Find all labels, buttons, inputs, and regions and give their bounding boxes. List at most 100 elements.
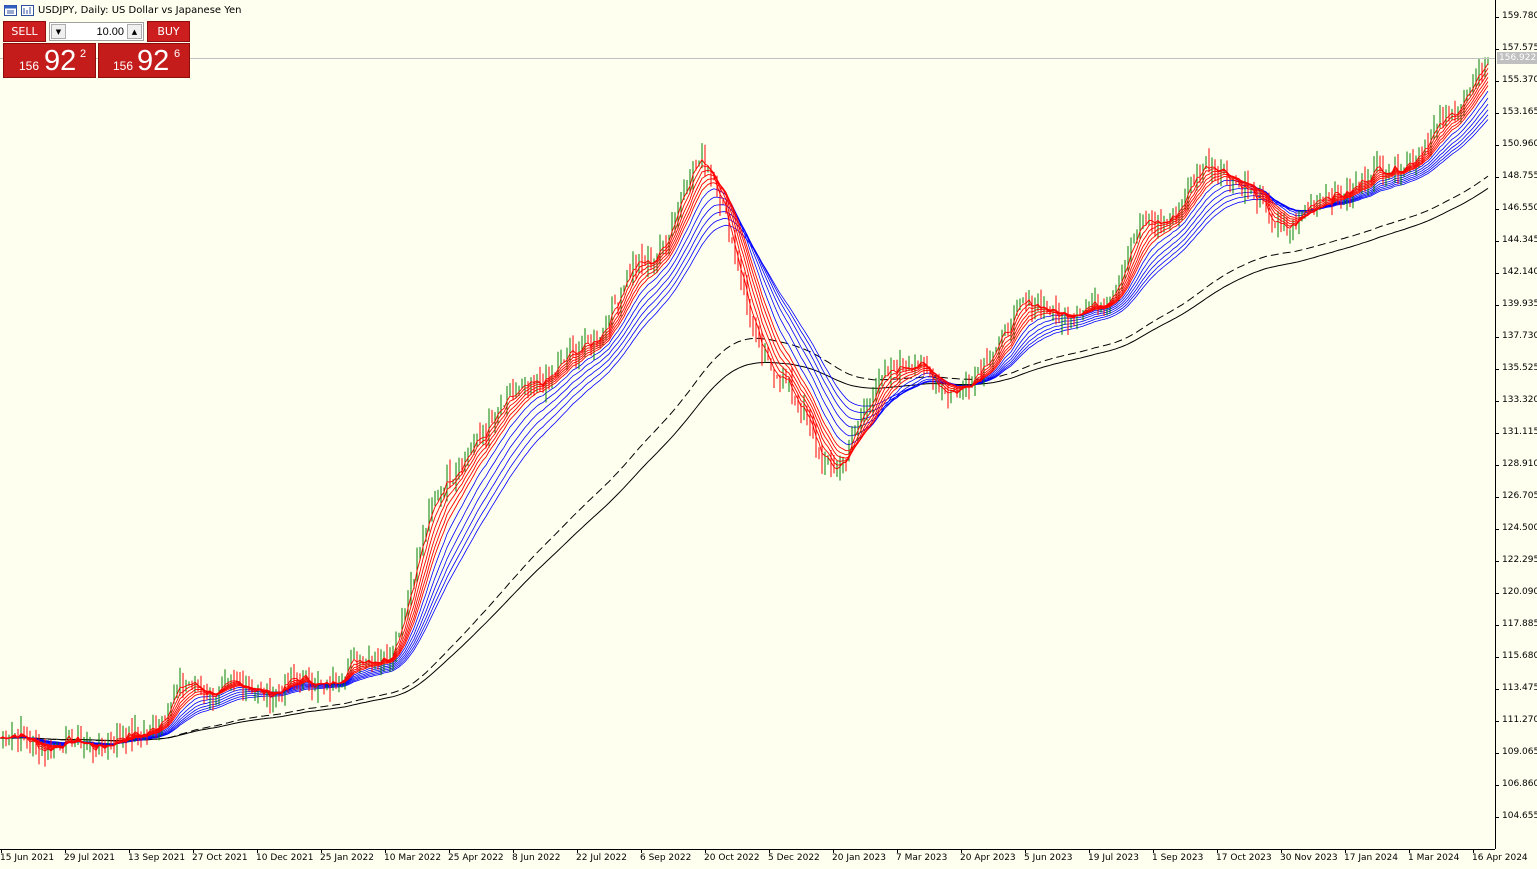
- price-axis-label: 137.730: [1502, 331, 1537, 341]
- price-axis-tick: [1495, 81, 1499, 82]
- price-axis-tick: [1495, 689, 1499, 690]
- time-axis-label: 13 Sep 2021: [128, 853, 186, 863]
- price-axis-tick: [1495, 177, 1499, 178]
- sell-price-fraction: 2: [80, 48, 87, 60]
- price-axis-tick: [1495, 145, 1499, 146]
- price-axis-tick: [1495, 49, 1499, 50]
- time-axis-label: 1 Sep 2023: [1152, 853, 1204, 863]
- red-ema-line: [0, 67, 1489, 751]
- time-axis-label: 25 Apr 2022: [448, 853, 504, 863]
- price-axis-label: 120.090: [1502, 587, 1537, 597]
- price-axis-label: 135.525: [1502, 363, 1537, 373]
- time-axis-tick: [1, 849, 2, 853]
- red-ema-line: [0, 81, 1489, 748]
- time-axis-label: 16 Apr 2024: [1472, 853, 1528, 863]
- price-axis-tick: [1495, 305, 1499, 306]
- price-chart[interactable]: [0, 0, 1495, 849]
- price-axis-tick: [1495, 209, 1499, 210]
- time-axis-tick: [1345, 849, 1346, 853]
- price-axis-label: 124.500: [1502, 523, 1537, 533]
- sell-button[interactable]: SELL: [3, 21, 46, 42]
- price-axis-label: 106.860: [1502, 779, 1537, 789]
- buy-price-pips: 92: [137, 45, 170, 77]
- price-axis-label: 104.655: [1502, 811, 1537, 821]
- time-axis-label: 10 Mar 2022: [384, 853, 442, 863]
- price-axis-label: 159.780: [1502, 11, 1537, 21]
- price-axis-label: 126.705: [1502, 491, 1537, 501]
- price-axis-label: 128.910: [1502, 459, 1537, 469]
- time-axis-label: 19 Jul 2023: [1088, 853, 1139, 863]
- time-axis-label: 30 Nov 2023: [1280, 853, 1338, 863]
- time-axis-label: 25 Jan 2022: [320, 853, 374, 863]
- time-axis-label: 29 Jul 2021: [64, 853, 115, 863]
- time-axis-tick: [1217, 849, 1218, 853]
- time-axis-tick: [449, 849, 450, 853]
- lot-size-stepper[interactable]: ▼ ▲: [49, 22, 144, 41]
- chart-type-icon: [21, 4, 34, 16]
- time-axis-label: 10 Dec 2021: [256, 853, 314, 863]
- price-axis-tick: [1495, 369, 1499, 370]
- price-axis-tick: [1495, 17, 1499, 18]
- time-axis-tick: [1281, 849, 1282, 853]
- price-axis-tick: [1495, 433, 1499, 434]
- time-axis-tick: [705, 849, 706, 853]
- price-axis-label: 144.345: [1502, 235, 1537, 245]
- time-axis-label: 1 Mar 2024: [1408, 853, 1460, 863]
- price-axis-tick: [1495, 721, 1499, 722]
- price-axis-label: 115.680: [1502, 651, 1537, 661]
- buy-button[interactable]: BUY: [147, 21, 190, 42]
- chart-title-bar: USDJPY, Daily: US Dollar vs Japanese Yen: [4, 3, 242, 17]
- current-price-label: 156.922: [1497, 52, 1537, 65]
- sell-price-button[interactable]: 156 92 2: [3, 43, 96, 78]
- time-axis-tick: [257, 849, 258, 853]
- time-axis-label: 17 Oct 2023: [1216, 853, 1272, 863]
- sell-price-pips: 92: [44, 45, 77, 77]
- price-axis[interactable]: [1495, 0, 1537, 849]
- time-axis-tick: [193, 849, 194, 853]
- time-axis[interactable]: [0, 849, 1495, 869]
- candles: [2, 57, 1489, 767]
- time-axis-tick: [833, 849, 834, 853]
- time-axis-label: 17 Jan 2024: [1344, 853, 1398, 863]
- price-axis-tick: [1495, 561, 1499, 562]
- buy-price-button[interactable]: 156 92 6: [98, 43, 190, 78]
- price-axis-label: 142.140: [1502, 267, 1537, 277]
- price-axis-tick: [1495, 241, 1499, 242]
- time-axis-label: 8 Jun 2022: [512, 853, 561, 863]
- red-ema-line: [0, 85, 1489, 747]
- price-axis-tick: [1495, 529, 1499, 530]
- price-axis-label: 117.885: [1502, 619, 1537, 629]
- price-axis-label: 139.935: [1502, 299, 1537, 309]
- chart-title: USDJPY, Daily: US Dollar vs Japanese Yen: [38, 4, 242, 16]
- time-axis-tick: [321, 849, 322, 853]
- blue-ema-line: [0, 119, 1489, 745]
- blue-ema-line: [0, 90, 1489, 747]
- lot-increase-icon[interactable]: ▲: [127, 24, 142, 39]
- lot-size-input[interactable]: [68, 24, 124, 39]
- time-axis-tick: [1089, 849, 1090, 853]
- time-axis-tick: [577, 849, 578, 853]
- time-axis-tick: [129, 849, 130, 853]
- blue-ema-line: [0, 103, 1489, 746]
- price-axis-label: 131.115: [1502, 427, 1537, 437]
- time-axis-label: 27 Oct 2021: [192, 853, 248, 863]
- time-axis-tick: [1473, 849, 1474, 853]
- red-ema-line: [0, 77, 1489, 748]
- time-axis-tick: [65, 849, 66, 853]
- red-ema-line: [0, 72, 1489, 750]
- time-axis-tick: [513, 849, 514, 853]
- price-axis-label: 133.320: [1502, 395, 1537, 405]
- lot-decrease-icon[interactable]: ▼: [51, 24, 66, 39]
- chart-area[interactable]: [0, 0, 1495, 849]
- time-axis-label: 5 Jun 2023: [1024, 853, 1073, 863]
- time-axis-label: 5 Dec 2022: [768, 853, 820, 863]
- price-axis-label: 150.960: [1502, 139, 1537, 149]
- price-axis-tick: [1495, 657, 1499, 658]
- time-axis-label: 22 Jul 2022: [576, 853, 627, 863]
- time-axis-tick: [897, 849, 898, 853]
- time-axis-label: 20 Jan 2023: [832, 853, 886, 863]
- time-axis-label: 15 Jun 2021: [0, 853, 55, 863]
- buy-price-fraction: 6: [174, 48, 181, 60]
- time-axis-label: 7 Mar 2023: [896, 853, 948, 863]
- price-axis-tick: [1495, 817, 1499, 818]
